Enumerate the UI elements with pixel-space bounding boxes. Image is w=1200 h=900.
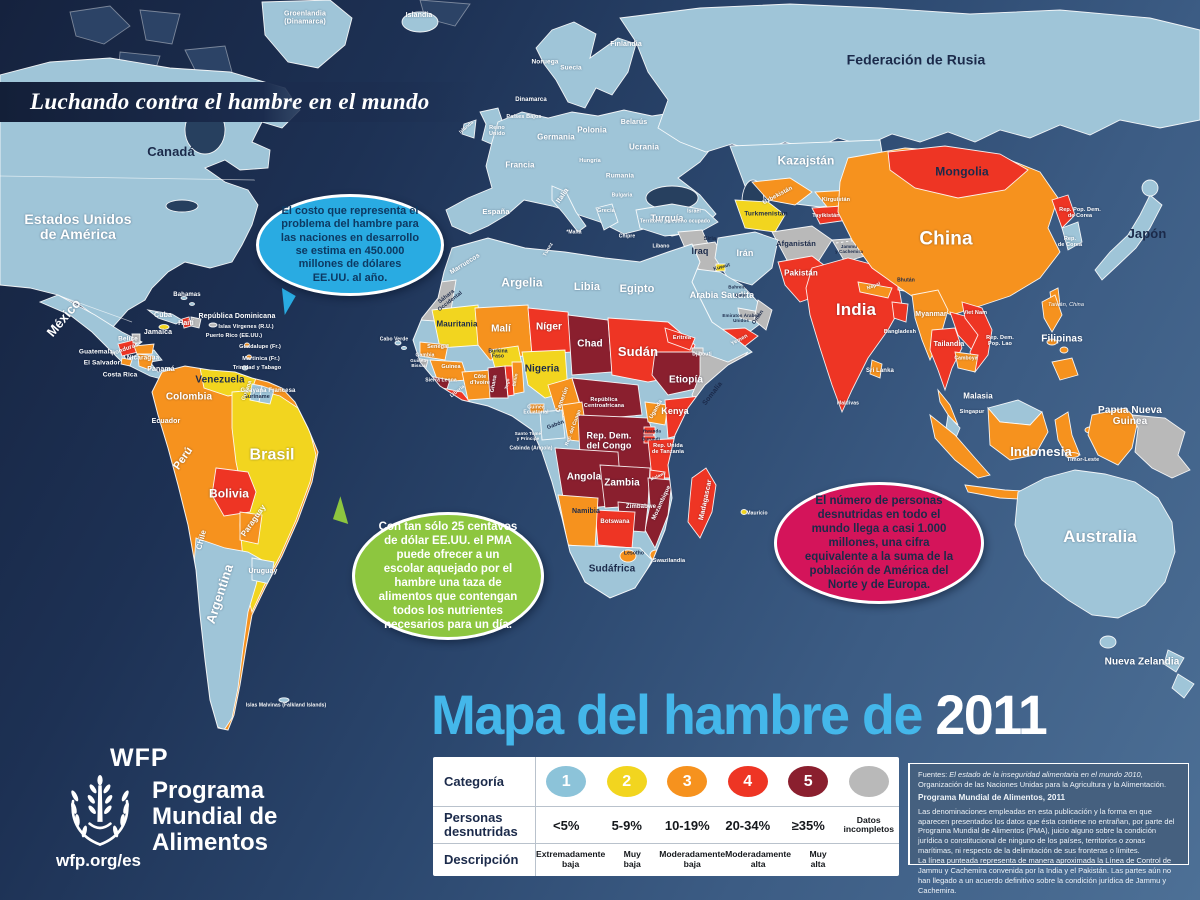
- fact-bubble-cost-text: El costo que representa el problema del …: [280, 204, 420, 284]
- legend-desc-1: Extremadamente baja: [536, 849, 606, 869]
- fact-bubble-school-meals: Con tan sólo 25 centavos de dólar EE.UU.…: [352, 512, 544, 640]
- fact-bubble-undernourished: El número de personas desnutridas en tod…: [774, 482, 984, 604]
- legend-pct-3: 10-19%: [664, 817, 710, 833]
- legend-header-category: Categoría: [433, 757, 536, 806]
- wfp-emblem-icon: [71, 774, 129, 846]
- legend-header-description: Descripción: [433, 844, 536, 876]
- legend-category-1-dot: 1: [546, 766, 587, 797]
- wfp-acronym: WFP: [110, 744, 169, 772]
- wfp-url: wfp.org/es: [56, 851, 142, 870]
- fact-bubble-undernourished-text: El número de personas desnutridas en tod…: [804, 494, 954, 592]
- wfp-org-name: Programa Mundial de Alimentos: [152, 777, 278, 857]
- sources-heading: Programa Mundial de Alimentos, 2011: [918, 792, 1066, 802]
- legend-desc-5: Muy alta: [809, 849, 827, 869]
- sources-line: Fuentes: El estado de la inseguridad ali…: [918, 770, 1167, 789]
- legend-pct-2: 5-9%: [611, 817, 642, 833]
- legend-pct-4: 20-34%: [725, 817, 771, 833]
- legend-row-percent: Personas desnutridas <5% 5-9% 10-19% 20-…: [433, 806, 899, 843]
- legend-desc-3: Moderadamente baja: [659, 849, 726, 869]
- banner: Luchando contra el hambre en el mundo: [0, 82, 478, 122]
- sources-box: Fuentes: El estado de la inseguridad ali…: [908, 763, 1189, 895]
- sources-disclaimer: Las denominaciones empleadas en esta pub…: [918, 806, 1175, 856]
- legend-desc-2: Muy baja: [623, 849, 641, 869]
- fact-bubble-cost: El costo que representa el problema del …: [256, 194, 444, 296]
- legend-header-percent: Personas desnutridas: [433, 807, 536, 843]
- legend-pct-5: ≥35%: [791, 817, 825, 833]
- legend-row-description: Descripción Extremadamente baja Muy baja…: [433, 843, 899, 876]
- wfp-logo-block: WFP: [48, 738, 338, 878]
- legend-pct-1: <5%: [553, 817, 580, 833]
- legend-table: Categoría 1 2 3 4 5 Personas desnutridas…: [433, 757, 899, 876]
- legend-category-5-dot: 5: [788, 766, 829, 797]
- legend-pct-incomplete: Datos incompletos: [843, 814, 895, 834]
- banner-text: Luchando contra el hambre en el mundo: [30, 89, 430, 114]
- legend-desc-4: Moderadamente alta: [725, 849, 792, 869]
- page-title-text: Mapa del hambre de: [431, 683, 936, 746]
- legend-category-3-dot: 3: [667, 766, 708, 797]
- legend-category-2-dot: 2: [606, 766, 647, 797]
- fact-bubble-school-meals-text: Con tan sólo 25 centavos de dólar EE.UU.…: [378, 520, 518, 632]
- page-title: Mapa del hambre de 2011: [431, 682, 1048, 747]
- sources-kashmir-note: La línea punteada representa de manera a…: [918, 856, 1172, 895]
- legend-row-category: Categoría 1 2 3 4 5: [433, 757, 899, 806]
- map-landmasses: [0, 0, 1200, 731]
- page-title-year: 2011: [935, 683, 1047, 746]
- legend-category-incomplete-dot: [848, 766, 889, 797]
- legend-category-4-dot: 4: [727, 766, 768, 797]
